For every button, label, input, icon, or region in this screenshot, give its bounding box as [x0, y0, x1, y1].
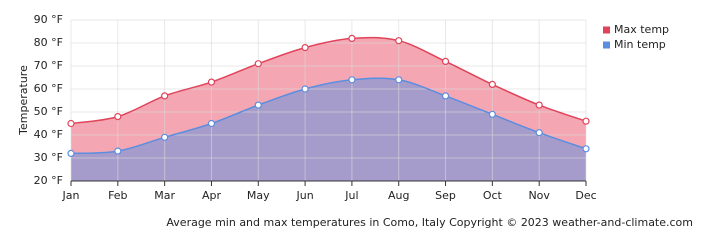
x-tick-label: Sep	[435, 189, 456, 202]
x-tick-label: Oct	[483, 189, 503, 202]
x-tick-label: Nov	[528, 189, 550, 202]
x-tick-label: Jun	[295, 189, 313, 202]
point	[488, 110, 496, 118]
footer: Average min and max temperatures in Como…	[166, 216, 693, 229]
y-axis-label: Temperature	[17, 65, 30, 136]
y-tick-label: 70 °F	[34, 59, 63, 72]
point	[441, 57, 450, 66]
y-tick-label: 20 °F	[34, 174, 63, 187]
point	[161, 133, 169, 141]
point	[254, 60, 262, 68]
point	[535, 101, 543, 109]
x-tick-label: Dec	[575, 189, 596, 202]
y-tick-label: 80 °F	[34, 36, 63, 49]
legend-swatch	[603, 41, 610, 49]
point	[301, 43, 309, 52]
x-tick-label: Jul	[344, 189, 358, 202]
point	[114, 147, 122, 155]
x-tick-label: Aug	[388, 189, 409, 202]
point	[114, 112, 122, 121]
y-tick-label: 60 °F	[34, 82, 63, 95]
point	[535, 129, 543, 137]
point	[582, 145, 590, 153]
point	[441, 92, 450, 100]
x-tick-label: Feb	[108, 189, 127, 202]
point	[67, 149, 75, 157]
point	[395, 37, 403, 45]
x-tick-label: Mar	[154, 189, 175, 202]
line	[70, 36, 587, 125]
y-tick-label: 40 °F	[34, 128, 63, 141]
legend-swatch	[603, 26, 610, 34]
point	[582, 117, 590, 125]
point	[67, 119, 75, 128]
point	[161, 92, 169, 100]
x-tick-label: May	[247, 189, 270, 202]
point	[395, 76, 403, 84]
y-tick-label: 50 °F	[34, 105, 63, 118]
x-tick-label: Jan	[62, 189, 80, 202]
point	[488, 80, 496, 89]
chart: Temperature Average min and max temperat…	[17, 13, 693, 229]
point	[207, 119, 216, 128]
point	[348, 34, 356, 43]
point	[207, 78, 216, 86]
line	[70, 77, 587, 155]
point	[301, 85, 309, 93]
y-tick-label: 90 °F	[34, 13, 63, 26]
x-tick-label: Apr	[202, 189, 222, 202]
area	[71, 78, 586, 181]
legend-label: Max temp	[614, 23, 669, 36]
y-tick-label: 30 °F	[34, 151, 63, 164]
point	[254, 101, 262, 109]
point	[348, 76, 356, 84]
legend-label: Min temp	[614, 38, 666, 51]
